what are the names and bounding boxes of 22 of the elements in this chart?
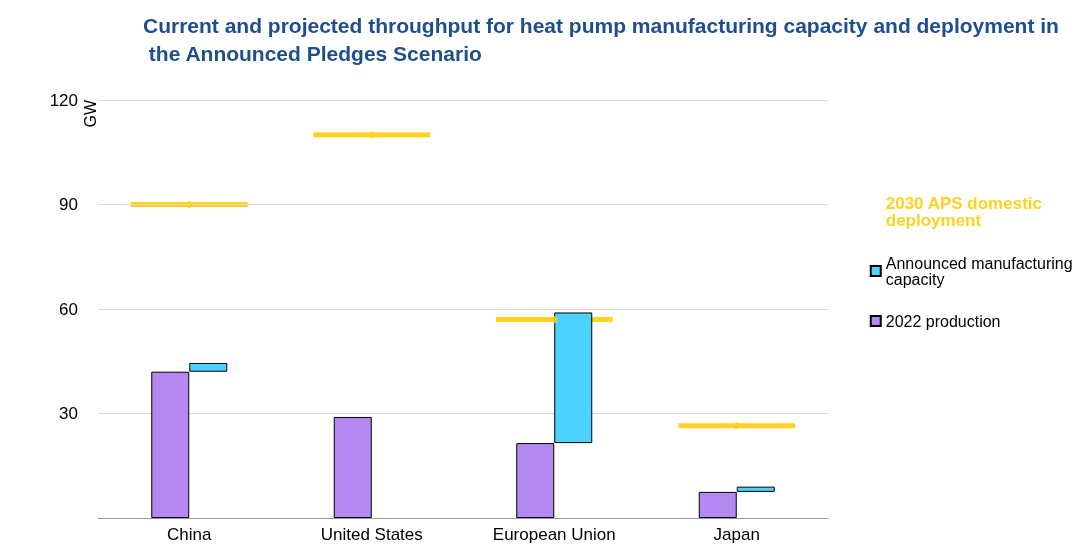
- legend-label: 2022 production: [885, 312, 1001, 330]
- bar: [736, 486, 775, 492]
- x-tick-label: United States: [320, 525, 423, 544]
- point: [368, 131, 376, 139]
- bar: [516, 443, 555, 518]
- x-tick-label: European Union: [492, 525, 616, 544]
- legend-label: Announced manufacturing capacity: [885, 254, 1078, 288]
- x-tick-label: China: [167, 525, 212, 544]
- bar: [333, 416, 372, 518]
- point: [185, 201, 193, 208]
- y-tick-label: 90: [59, 195, 78, 214]
- point: [733, 422, 741, 430]
- y-tick-label: 60: [59, 299, 78, 319]
- bar: [698, 491, 737, 518]
- y-tick-label: 30: [59, 404, 78, 423]
- y-axis-title: GW: [81, 99, 99, 128]
- chart-title: Current and projected throughput for heat pump manufacturing capacity and deployment in the Announced Pledges Scenario: [143, 13, 1059, 65]
- y-tick-label: 120: [49, 90, 78, 110]
- x-tick-label: Japan: [713, 525, 760, 544]
- bar: [189, 362, 228, 372]
- text: 2030 APS domestic deployment: [885, 194, 1047, 230]
- bar: [151, 371, 190, 518]
